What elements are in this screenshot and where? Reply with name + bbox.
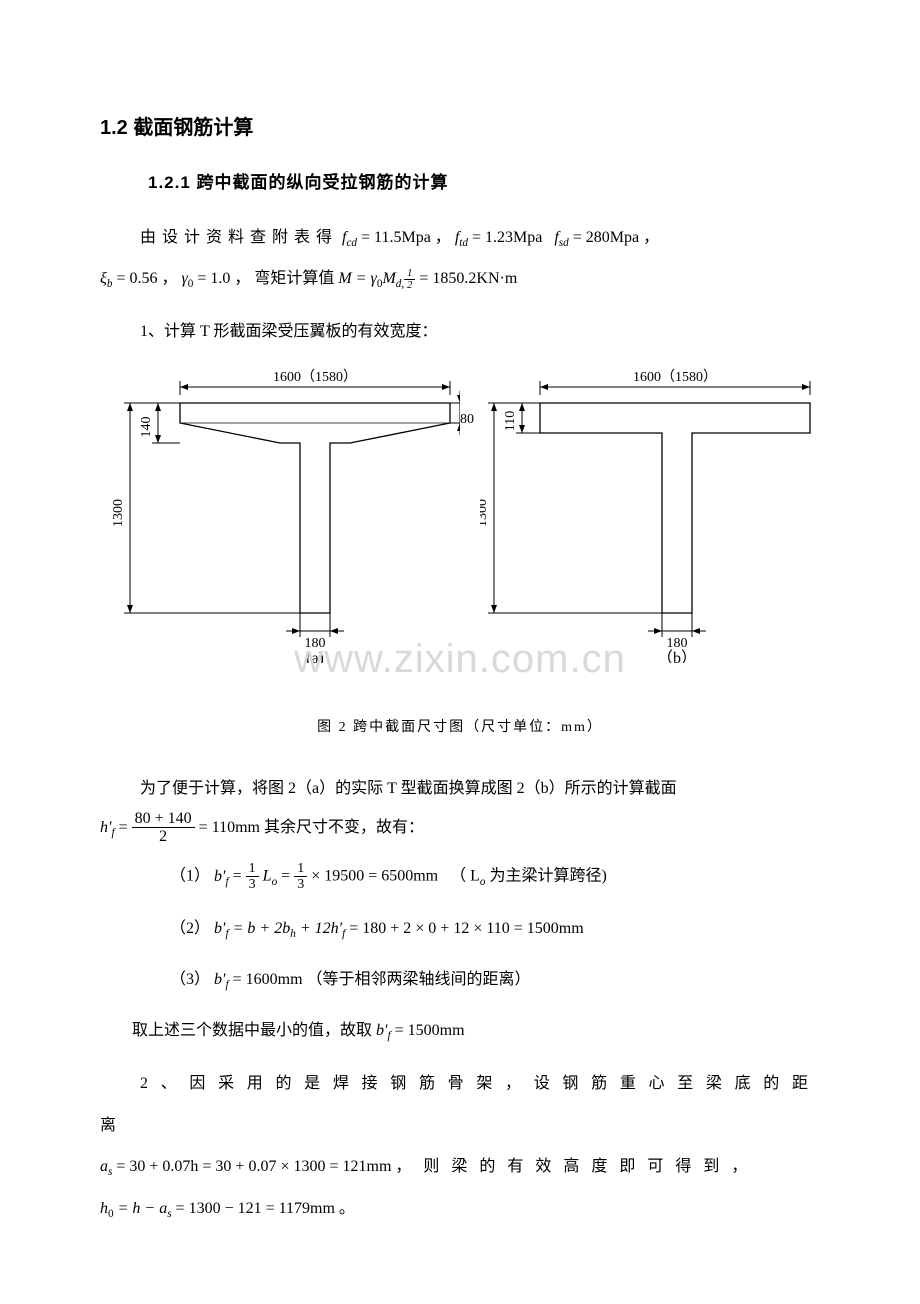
- figure-caption: 图 2 跨中截面尺寸图（尺寸单位：mm）: [100, 715, 820, 740]
- as-eq: as = 30 + 0.07h = 30 + 0.07 × 1300 = 121…: [100, 1158, 391, 1175]
- eq-3: （3） b′f = 1600mm （等于相邻两梁轴线间的距离）: [170, 966, 820, 995]
- svg-text:110: 110: [503, 411, 518, 431]
- period: 。: [339, 1200, 355, 1217]
- dim-80: 80: [460, 363, 480, 663]
- svg-text:（b）: （b）: [657, 649, 697, 663]
- svg-text:1600（1580）: 1600（1580）: [633, 369, 717, 385]
- text: 其余尺寸不变，故有：: [264, 819, 424, 836]
- svg-text:1300: 1300: [480, 499, 490, 527]
- para-material-props: 由设计资料查附表得 fcd = 11.5Mpa ， ftd = 1.23Mpa …: [100, 217, 820, 300]
- svg-text:(a): (a): [306, 650, 324, 663]
- eq-2: （2） b′f = b + 2bh + 12h′f = 180 + 2 × 0 …: [170, 915, 820, 944]
- comma: ，: [643, 229, 659, 246]
- item-2: 2、因采用的是焊接钢筋骨架，设钢筋重心至梁底的距离 as = 30 + 0.07…: [100, 1063, 820, 1229]
- dim-top: 1600（1580）: [273, 369, 357, 385]
- gamma-0: γ0: [181, 270, 193, 287]
- item-1: 1、计算 T 形截面梁受压翼板的有效宽度：: [100, 314, 820, 349]
- text: ，则梁的有效高度即可得到，: [395, 1158, 759, 1175]
- moment-M: M = γ0Md,12 = 1850.2KN·m: [338, 270, 517, 287]
- svg-text:180: 180: [305, 636, 326, 651]
- svg-text:140: 140: [139, 416, 154, 437]
- heading-section: 1.2 截面钢筋计算: [100, 110, 820, 146]
- hf-eq: h′f = 80 + 1402 = 110mm: [100, 819, 264, 836]
- f-cd: fcd = 11.5Mpa: [342, 229, 431, 246]
- heading-subsection: 1.2.1 跨中截面的纵向受拉钢筋的计算: [148, 168, 820, 199]
- text: 由设计资料查附表得: [140, 229, 338, 246]
- h0-eq: h0 = h − as = 1300 − 121 = 1179mm: [100, 1200, 335, 1217]
- f-td: ftd = 1.23Mpa: [455, 229, 543, 246]
- text: 2、因采用的是焊接钢筋骨架，设钢筋重心至梁底的距离: [100, 1075, 820, 1134]
- diagram-b: 1600（1580） 110 1300: [480, 363, 820, 663]
- sep: ，: [435, 229, 455, 246]
- f-sd: fsd = 280Mpa: [554, 229, 639, 246]
- page: 1.2 截面钢筋计算 1.2.1 跨中截面的纵向受拉钢筋的计算 由设计资料查附表…: [0, 0, 920, 1304]
- text: = 1.0 ， 弯矩计算值: [193, 270, 334, 287]
- diagram-row: 1600（1580） 140 1300: [100, 363, 820, 663]
- svg-text:180: 180: [667, 636, 688, 651]
- diagram-a: 1600（1580） 140 1300: [100, 363, 460, 663]
- text: 为了便于计算，将图 2（a）的实际 T 型截面换算成图 2（b）所示的计算截面: [140, 780, 677, 797]
- eq-1: （1） b′f = 13 Lo = 13 × 19500 = 6500mm （ …: [170, 861, 820, 893]
- svg-text:1300: 1300: [111, 499, 126, 527]
- para-conversion: 为了便于计算，将图 2（a）的实际 T 型截面换算成图 2（b）所示的计算截面 …: [100, 770, 820, 847]
- xi-b: ξb = 0.56 ，: [100, 270, 181, 287]
- para-min: 取上述三个数据中最小的值，故取 b′f = 1500mm: [132, 1013, 820, 1049]
